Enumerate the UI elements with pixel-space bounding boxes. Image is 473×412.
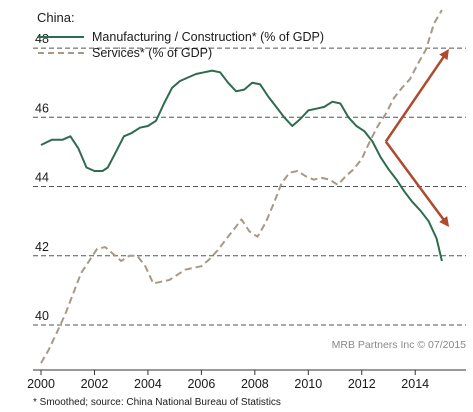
series-layer [40,9,443,364]
chart-footnote: * Smoothed; source: China National Burea… [33,397,281,408]
legend: China: Manufacturing / Construction* (% … [37,10,324,60]
x-tick-label: 2004 [134,377,162,391]
arrow-layer [384,49,450,228]
chart-credit: MRB Partners Inc © 07/2015 [332,339,467,351]
legend-label-services: Services* (% of GDP) [92,46,212,60]
grid [33,47,466,326]
trend-arrow-up [384,49,449,143]
legend-label-manufacturing: Manufacturing / Construction* (% of GDP) [92,30,324,44]
trend-arrow-down [384,140,450,228]
x-tick-label: 2000 [27,377,55,391]
x-tick-label: 2010 [294,377,322,391]
series-line-services [40,9,443,364]
y-tick-label: 46 [35,101,49,115]
y-tick-label: 48 [35,32,49,46]
y-tick-label: 42 [35,240,49,254]
x-tick-label: 2012 [348,377,376,391]
y-tick-label: 44 [35,171,49,185]
x-tick-label: 2006 [187,377,215,391]
series-line-manufacturing-construction [40,69,443,262]
x-tick-label: 2002 [81,377,109,391]
legend-title: China: [37,10,75,25]
x-tick-label: 2014 [401,377,429,391]
y-tick-label: 40 [35,309,49,323]
x-tick-label: 2008 [241,377,269,391]
axes: 40 42 44 46 48 2000 2002 2004 2006 2008 2010 2012 20… [27,32,466,391]
